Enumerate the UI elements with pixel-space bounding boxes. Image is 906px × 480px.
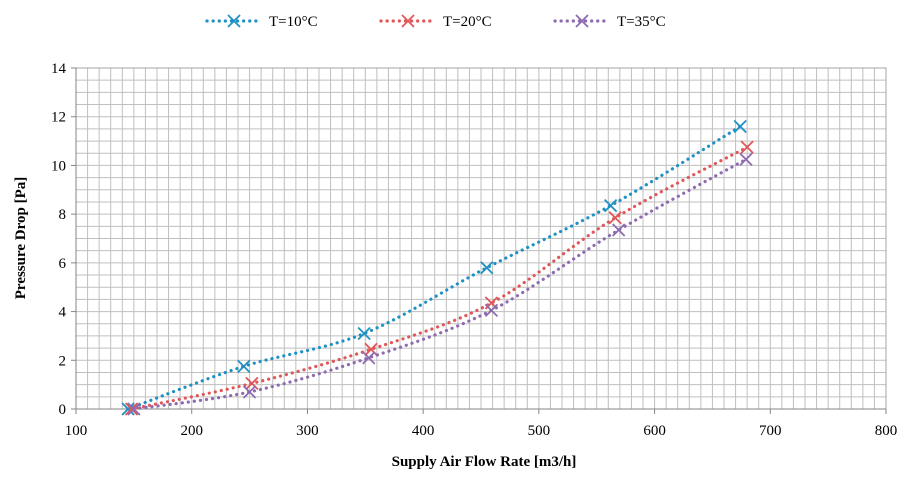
data-point [364, 342, 378, 356]
data-point [127, 402, 141, 416]
axes: 100 200 300 400 500 600 700 800 0 2 4 6 8 10 12 14 [51, 61, 897, 439]
x-tick-label: 800 [875, 423, 898, 439]
legend-item: T=10°C [205, 14, 318, 30]
y-axis-title: Pressure Drop [Pa] [13, 177, 29, 299]
data-point [612, 223, 626, 237]
y-tick-label: 6 [59, 256, 67, 272]
legend-marker [227, 14, 241, 28]
y-tick-label: 2 [59, 353, 67, 369]
y-tick-label: 14 [51, 61, 67, 77]
legend-label: T=35°C [617, 14, 666, 30]
data-point [242, 385, 257, 399]
y-tick-label: 0 [59, 402, 67, 418]
series-3 [127, 152, 753, 416]
x-tick-label: 200 [180, 423, 203, 439]
data-point [484, 303, 499, 317]
y-tick-label: 4 [59, 305, 67, 321]
x-tick-label: 300 [296, 423, 319, 439]
y-tick-label: 12 [51, 110, 66, 126]
legend-item: T=35°C [553, 14, 666, 30]
data-point [124, 402, 139, 416]
legend-label: T=20°C [443, 14, 492, 30]
data-point [608, 211, 622, 225]
data-point [237, 359, 251, 374]
x-tick-label: 500 [528, 423, 551, 439]
legend-label: T=10°C [269, 14, 318, 30]
x-axis-title: Supply Air Flow Rate [m3/h] [392, 454, 577, 470]
grid [75, 67, 887, 410]
data-point [739, 152, 753, 166]
series-1 [121, 119, 747, 416]
y-tick-label: 8 [59, 207, 67, 223]
data-point [245, 376, 259, 391]
x-tick-label: 100 [65, 423, 88, 439]
data-point [357, 326, 371, 341]
data-point [740, 140, 754, 154]
data-point [733, 119, 747, 134]
series-line [126, 124, 742, 411]
legend: T=10°C T=20°C T=35°C [205, 14, 666, 30]
legend-marker [575, 14, 589, 28]
x-tick-label: 600 [643, 423, 666, 439]
data-point [121, 402, 135, 416]
data-point [480, 261, 494, 275]
x-tick-label: 400 [412, 423, 435, 439]
data-point [603, 198, 618, 213]
series-line [132, 157, 748, 411]
x-tick-label: 700 [759, 423, 782, 439]
y-tick-label: 10 [51, 158, 66, 174]
data-point [362, 351, 376, 365]
series-layer [121, 119, 754, 416]
legend-marker [401, 14, 415, 28]
legend-item: T=20°C [379, 14, 492, 30]
